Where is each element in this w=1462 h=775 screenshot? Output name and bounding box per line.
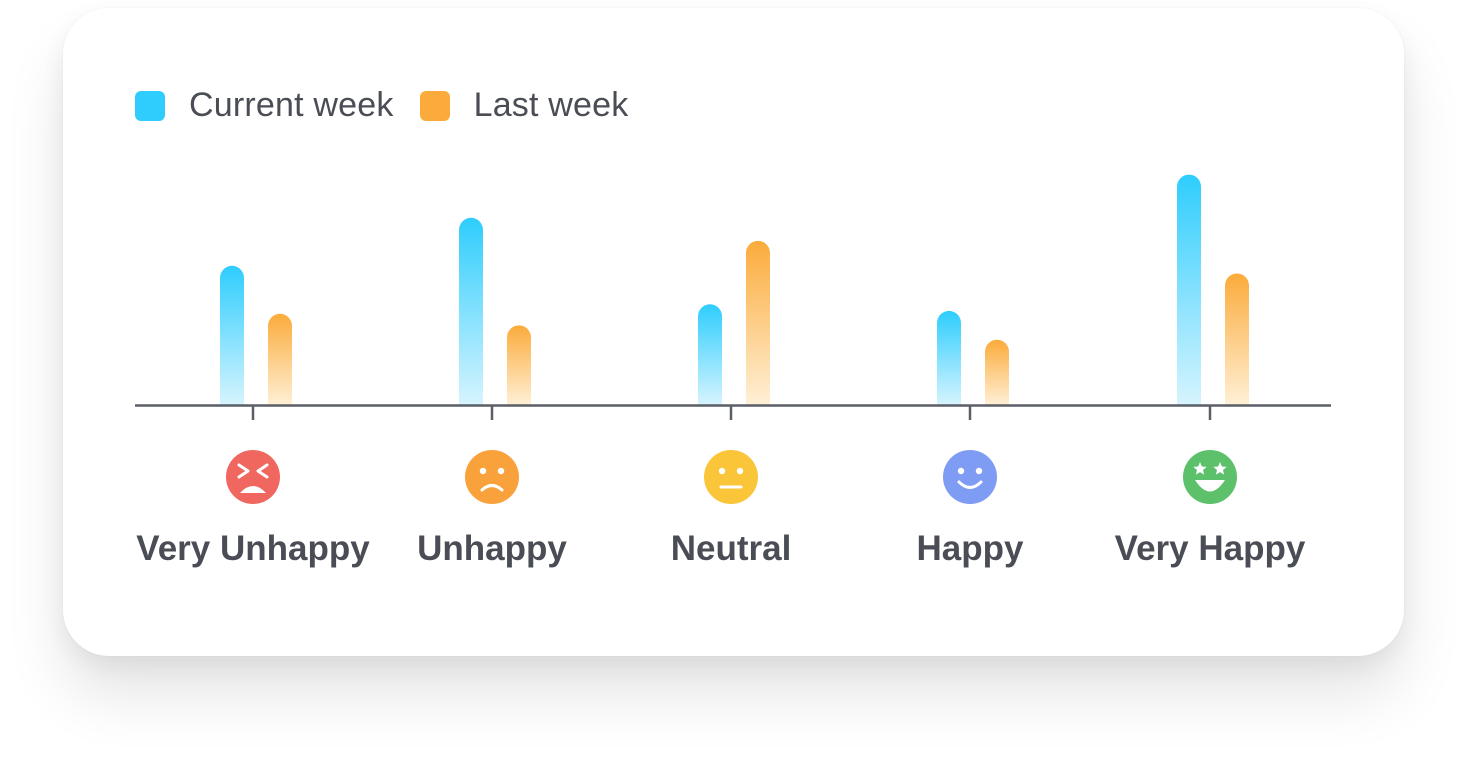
legend-swatch-last-week [419, 90, 450, 121]
legend-item-current-week[interactable]: Current week [135, 86, 394, 125]
legend: Current week Last week [135, 86, 654, 125]
bar-chart: Very Unhappy Unhappy Neutral Happy Very Happ… [135, 174, 1331, 568]
grinning-squint-angry-face-icon [226, 450, 280, 504]
bar-last-week-very-unhappy[interactable] [268, 313, 292, 405]
bar-current-week-happy[interactable] [937, 310, 961, 405]
neutral-face-icon [704, 450, 758, 504]
bar-current-week-unhappy[interactable] [459, 217, 483, 405]
bar-current-week-very-happy[interactable] [1177, 174, 1201, 405]
bar-current-week-neutral[interactable] [698, 304, 722, 405]
smiling-face-icon [943, 450, 997, 504]
star-struck-face-icon [1183, 450, 1237, 504]
x-label-very-happy: Very Happy [1115, 529, 1306, 568]
chart-card: Current week Last week Very Unhappy Unhap… [63, 8, 1404, 656]
bar-last-week-neutral[interactable] [746, 240, 770, 405]
legend-swatch-current-week [135, 90, 165, 121]
x-label-happy: Happy [917, 529, 1025, 568]
frowning-face-icon [465, 450, 519, 504]
bar-last-week-very-happy[interactable] [1225, 273, 1249, 405]
x-label-unhappy: Unhappy [417, 529, 567, 568]
legend-label-last-week: Last week [473, 86, 629, 124]
x-label-very-unhappy: Very Unhappy [136, 529, 370, 568]
bar-current-week-very-unhappy[interactable] [220, 265, 244, 405]
legend-label-current-week: Current week [189, 86, 394, 124]
x-label-neutral: Neutral [671, 529, 792, 568]
bar-last-week-unhappy[interactable] [507, 325, 531, 405]
bar-last-week-happy[interactable] [985, 339, 1009, 405]
legend-item-last-week[interactable]: Last week [419, 86, 629, 125]
